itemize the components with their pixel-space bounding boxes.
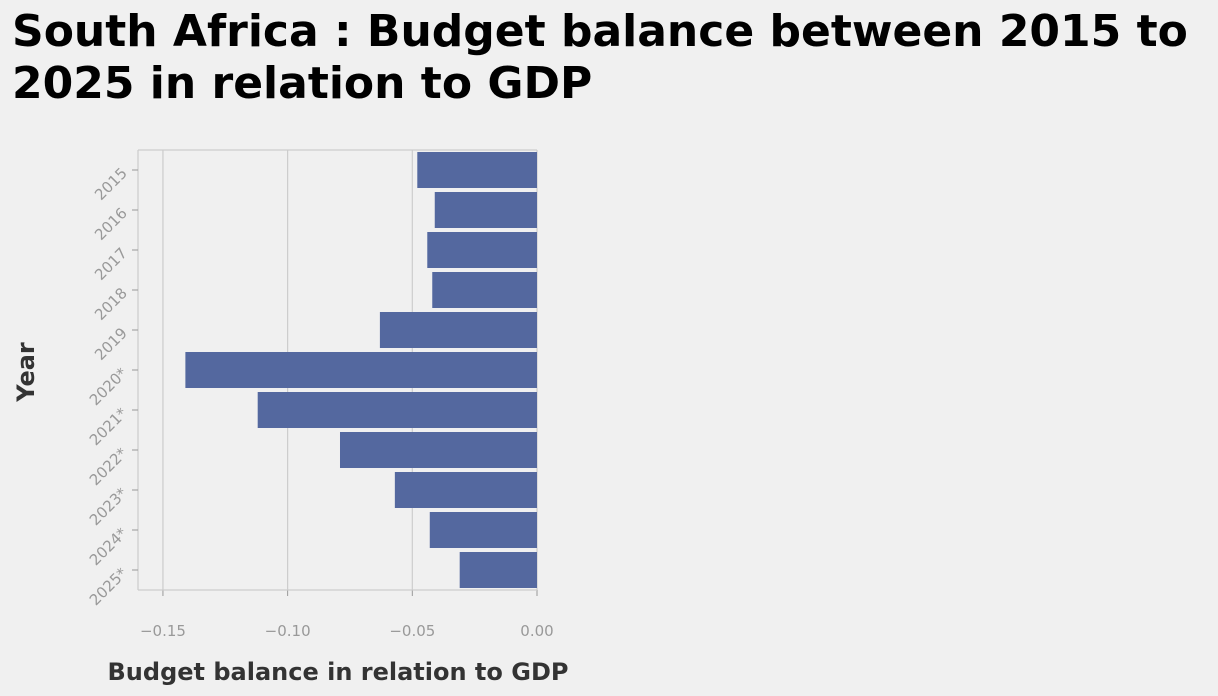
bars (185, 152, 537, 588)
bar (394, 472, 537, 508)
x-axis-title: Budget balance in relation to GDP (108, 658, 569, 686)
bar (257, 392, 537, 428)
y-tick-label: 2019 (91, 324, 131, 364)
x-tick-label: −0.10 (265, 622, 311, 640)
bar (339, 432, 537, 468)
y-tick-label: 2024* (86, 524, 131, 569)
x-tick-label: −0.05 (389, 622, 435, 640)
bar (434, 192, 537, 228)
x-tick-label: 0.00 (520, 622, 553, 640)
y-tick-label: 2021* (86, 404, 131, 449)
bar (417, 152, 537, 188)
axes (132, 149, 538, 596)
y-tick-label: 2025* (86, 564, 131, 609)
bar (459, 552, 537, 588)
y-axis-title: Year (12, 342, 40, 403)
y-tick-label: 2018 (91, 284, 131, 324)
y-tick-label: 2017 (91, 244, 131, 284)
bar (429, 512, 537, 548)
bar (427, 232, 537, 268)
y-tick-label: 2023* (86, 484, 131, 529)
bar (432, 272, 537, 308)
y-tick-label: 2015 (91, 164, 131, 204)
chart-title: South Africa : Budget balance between 20… (12, 6, 1188, 109)
y-tick-label: 2022* (86, 444, 131, 489)
y-tick-label: 2020* (86, 364, 131, 409)
bar (379, 312, 537, 348)
y-tick-label: 2016 (91, 204, 131, 244)
bar (185, 352, 537, 388)
x-tick-label: −0.15 (140, 622, 186, 640)
